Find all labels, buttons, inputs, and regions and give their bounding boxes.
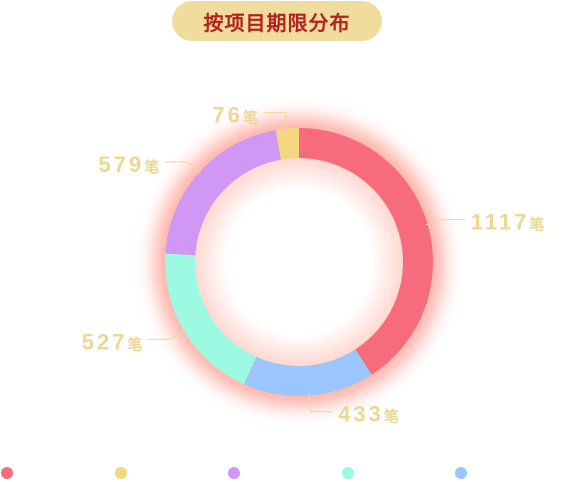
leader-line-1 bbox=[308, 393, 333, 413]
legend bbox=[0, 466, 568, 482]
leader-line-0 bbox=[425, 219, 465, 226]
donut-slice-1[interactable] bbox=[243, 349, 372, 397]
chart-title: 按项目期限分布 bbox=[172, 1, 382, 41]
donut-slice-4[interactable] bbox=[275, 128, 299, 160]
donut-slice-0[interactable] bbox=[299, 128, 433, 375]
donut-slice-3[interactable] bbox=[165, 130, 281, 256]
leader-line-3 bbox=[165, 161, 201, 175]
donut-slice-2[interactable] bbox=[164, 253, 257, 385]
legend-dot-4[interactable] bbox=[114, 467, 127, 479]
leader-line-4 bbox=[263, 112, 288, 131]
data-label-4: 76笔 bbox=[212, 103, 258, 128]
legend-dot-0[interactable] bbox=[1, 467, 13, 479]
donut-hole bbox=[195, 158, 403, 366]
data-label-3: 579笔 bbox=[99, 152, 160, 177]
data-label-1: 433笔 bbox=[338, 402, 399, 427]
legend-dot-3[interactable] bbox=[228, 467, 241, 479]
data-label-2: 527笔 bbox=[82, 329, 143, 354]
data-label-0: 1117笔 bbox=[471, 210, 545, 235]
leader-line-2 bbox=[148, 329, 187, 340]
legend-dot-1[interactable] bbox=[455, 467, 468, 479]
legend-dot-2[interactable] bbox=[341, 467, 354, 479]
